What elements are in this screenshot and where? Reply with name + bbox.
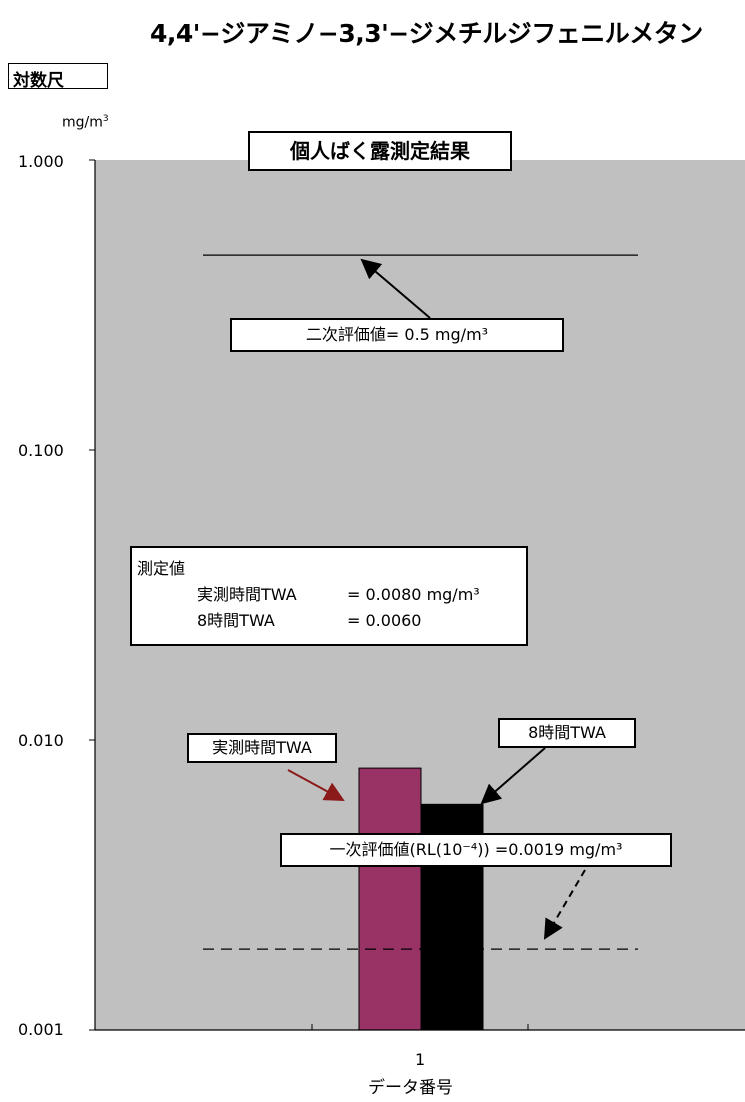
actual-twa-label: 実測時間TWA (187, 733, 337, 763)
measured-row: 実測時間TWA = 0.0080 mg/m³ (137, 582, 526, 608)
eight-hour-twa-arrow (480, 747, 546, 805)
measured-row-value: = 0.0060 (347, 611, 422, 630)
measured-row-label: 8時間TWA (197, 611, 275, 630)
measured-row-value: = 0.0080 mg/m³ (347, 585, 480, 604)
measured-row-label: 実測時間TWA (197, 585, 297, 604)
bar-actual-twa (358, 767, 422, 1031)
x-category-label: 1 (415, 1050, 426, 1069)
secondary-arrow (360, 258, 431, 319)
primary-value-annotation: 一次評価値(RL(10⁻⁴)) =0.0019 mg/m³ (280, 833, 672, 867)
ytick-label: 0.100 (18, 441, 64, 460)
measured-row: 8時間TWA = 0.0060 (137, 608, 526, 634)
y-axis-unit: mg/m3 (62, 114, 109, 131)
scale-label: 対数尺 (8, 63, 108, 91)
secondary-value-annotation: 二次評価値= 0.5 mg/m³ (230, 318, 564, 352)
eight-hour-twa-label: 8時間TWA (498, 718, 636, 748)
x-axis-label: データ番号 (368, 1078, 453, 1098)
ytick-label: 0.001 (18, 1020, 64, 1039)
ytick-label: 0.010 (18, 731, 64, 750)
chart-title: 4,4'−ジアミノ−3,3'−ジメチルジフェニルメタン (150, 19, 703, 48)
primary-arrow (543, 869, 586, 940)
ytick-label: 1.000 (18, 152, 64, 171)
measured-heading: 測定値 (137, 559, 186, 578)
measured-values-box: 測定値 実測時間TWA = 0.0080 mg/m³ 8時間TWA = 0.00… (130, 546, 528, 646)
chart-subtitle: 個人ばく露測定結果 (248, 131, 512, 171)
actual-twa-arrow (287, 769, 345, 801)
